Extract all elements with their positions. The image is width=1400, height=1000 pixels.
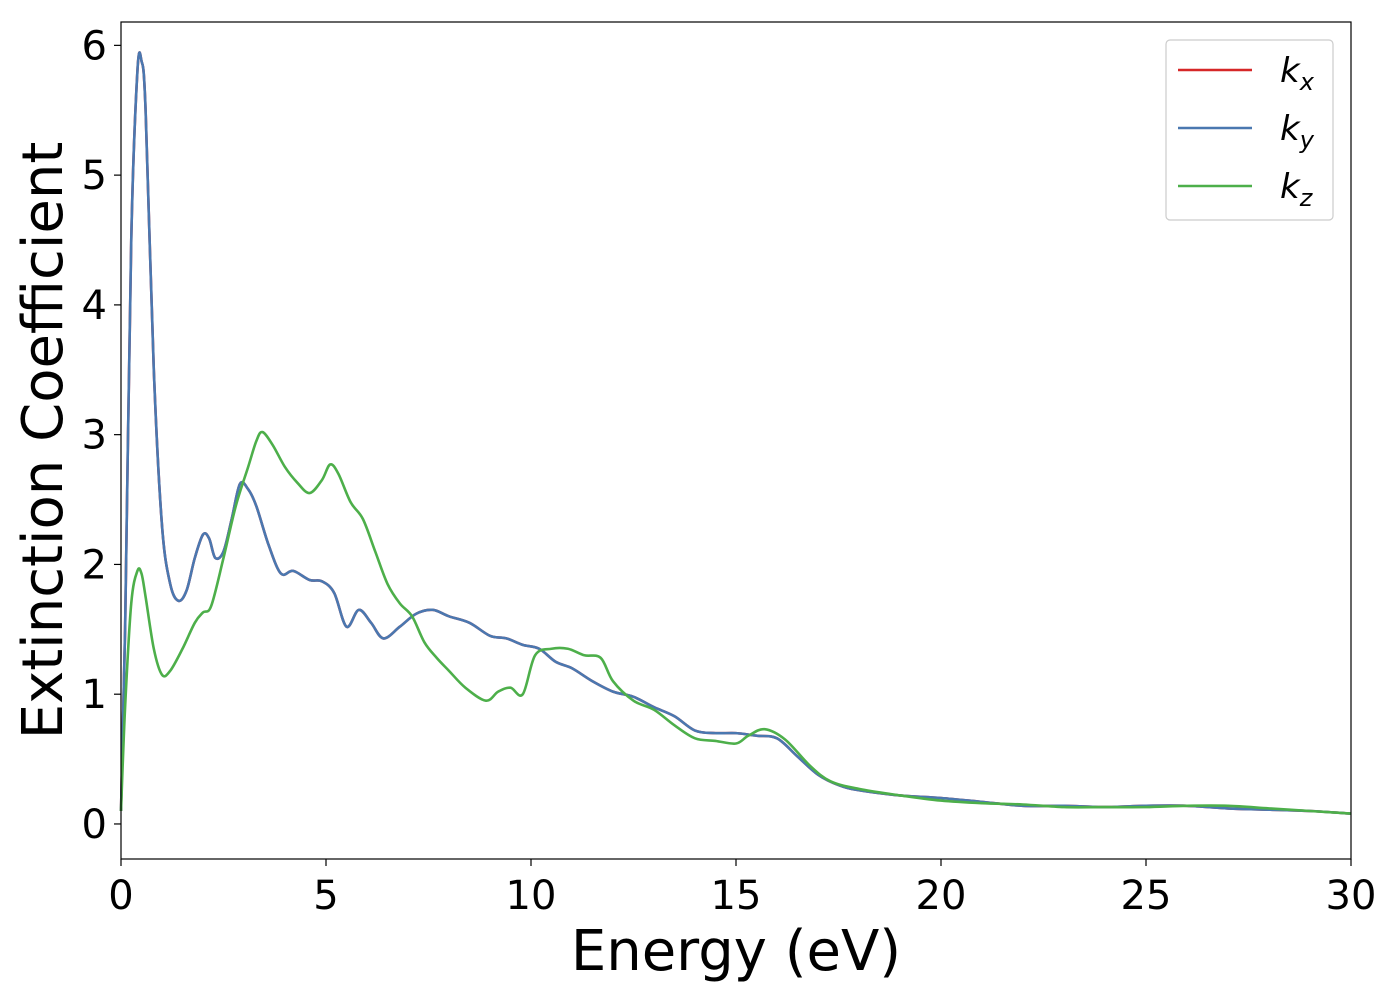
y-axis-label: Extinction Coefficient [11, 142, 76, 740]
y-tick-label: 1 [82, 672, 107, 718]
legend: kx ky kz [1165, 39, 1334, 221]
y-tick-label: 0 [82, 802, 107, 848]
x-tick-label: 25 [1121, 873, 1172, 919]
x-tick-label: 30 [1326, 873, 1377, 919]
x-tick-label: 0 [108, 873, 133, 919]
x-tick-label: 20 [916, 873, 967, 919]
y-tick-label: 5 [82, 153, 107, 199]
x-tick-label: 10 [506, 873, 557, 919]
x-tick-label: 15 [711, 873, 762, 919]
y-tick-label: 4 [82, 283, 107, 329]
y-tick-label: 3 [82, 413, 107, 459]
series-layer [119, 51, 1352, 815]
tick-layer: 0 5 10 15 20 25 30 0 1 2 3 4 5 6 [82, 23, 1377, 919]
legend-ky-label: ky [1280, 109, 1315, 154]
y-tick-label: 2 [82, 542, 107, 588]
x-tick-label: 5 [313, 873, 338, 919]
series-kz-line [119, 430, 1352, 815]
legend-kz-label: kz [1280, 167, 1314, 212]
x-axis-label: Energy (eV) [571, 919, 901, 984]
legend-box [1165, 39, 1334, 221]
y-tick-label: 6 [82, 23, 107, 69]
legend-kx-label: kx [1280, 51, 1315, 96]
